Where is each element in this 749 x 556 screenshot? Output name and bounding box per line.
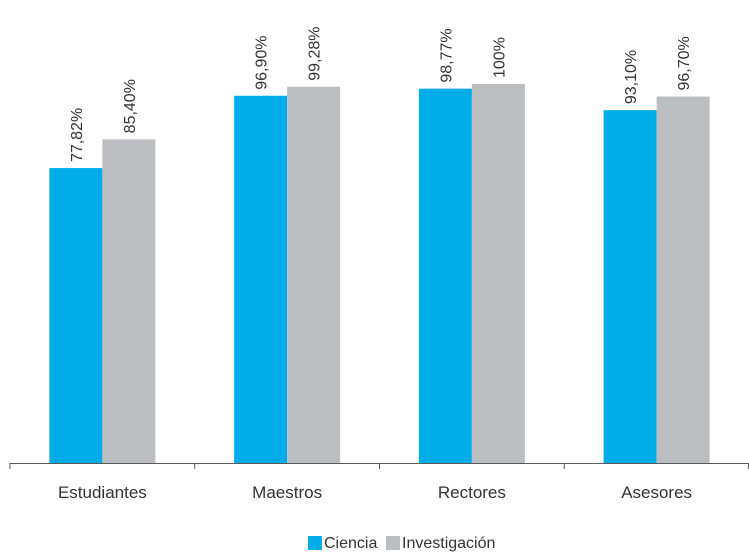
bar-ciencia-asesores [603,110,657,463]
legend: Ciencia Investigación [308,535,495,552]
data-label: 100% [491,37,508,78]
data-label: 77,82% [69,108,86,162]
category-label: Estudiantes [58,483,147,502]
legend-swatch-investigaci-n [386,536,400,550]
legend-label: Ciencia [324,535,377,552]
bar-investigaci-n-maestros [287,86,341,464]
bar-investigaci-n-estudiantes [102,139,156,464]
bars-layer [49,84,710,464]
x-axis [9,463,749,469]
bar-ciencia-rectores [418,88,472,464]
data-label: 93,10% [623,50,640,104]
legend-swatch-ciencia [308,536,322,550]
category-label: Asesores [621,483,692,502]
data-labels-layer: 77,82% 85,40% 96,90% 99,28% 98,77% 100% 93,10%… [69,26,693,162]
data-label: 85,40% [122,79,139,133]
data-label: 96,90% [254,35,271,89]
category-label: Maestros [252,483,322,502]
bar-investigaci-n-asesores [656,96,710,464]
legend-label: Investigación [402,535,495,552]
data-label: 98,77% [438,28,455,82]
data-label: 96,70% [676,36,693,90]
bar-ciencia-maestros [234,95,288,464]
bar-ciencia-estudiantes [49,168,103,463]
category-label: Rectores [438,483,506,502]
bar-investigaci-n-rectores [471,84,525,463]
category-labels-layer: Estudiantes Maestros Rectores Asesores [58,483,692,502]
data-label: 99,28% [307,26,324,80]
